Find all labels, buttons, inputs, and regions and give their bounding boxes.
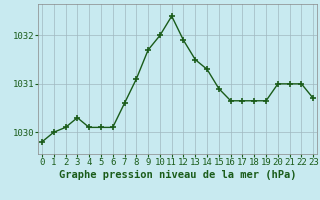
X-axis label: Graphe pression niveau de la mer (hPa): Graphe pression niveau de la mer (hPa): [59, 170, 296, 180]
